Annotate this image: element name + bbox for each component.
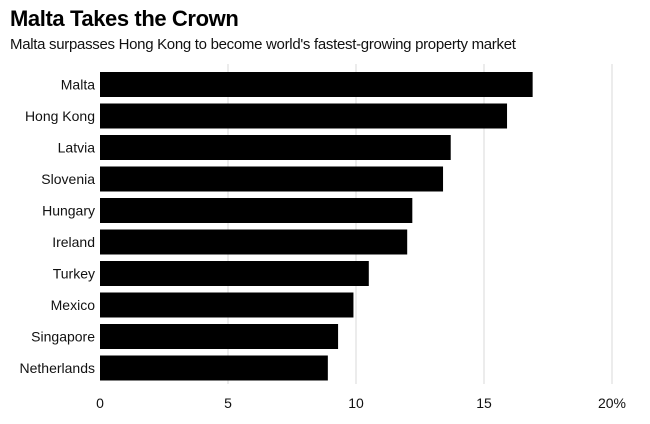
x-tick-label-3: 15 [476, 395, 492, 411]
bar-hong-kong [100, 103, 508, 129]
bar-malta [100, 72, 533, 97]
category-label-turkey: Turkey [53, 266, 95, 282]
bar-slovenia [100, 166, 444, 192]
bar-netherlands [100, 355, 328, 381]
category-label-mexico: Mexico [51, 297, 96, 313]
bar-mexico [100, 292, 354, 318]
chart-title: Malta Takes the Crown [10, 6, 239, 31]
category-label-slovenia: Slovenia [41, 171, 95, 187]
category-label-malta: Malta [61, 77, 95, 93]
x-axis-tick-labels: 0 5 10 15 20% [96, 395, 626, 411]
bars [100, 72, 533, 381]
bar-ireland [100, 229, 408, 255]
category-label-singapore: Singapore [31, 329, 95, 345]
x-tick-label-2: 10 [348, 395, 364, 411]
bar-latvia [100, 135, 451, 160]
category-label-ireland: Ireland [52, 234, 95, 250]
x-tick-label-1: 5 [224, 395, 232, 411]
bar-turkey [100, 261, 369, 286]
category-label-hong-kong: Hong Kong [25, 108, 95, 124]
bar-singapore [100, 324, 339, 349]
category-label-hungary: Hungary [42, 203, 95, 219]
category-labels: Malta Hong Kong Latvia Slovenia Hungary Irela… [20, 77, 96, 377]
chart-subtitle: Malta surpasses Hong Kong to become worl… [10, 36, 516, 53]
x-tick-label-4: 20% [598, 395, 626, 411]
category-label-netherlands: Netherlands [20, 360, 96, 376]
category-label-latvia: Latvia [58, 140, 96, 156]
x-tick-label-0: 0 [96, 395, 104, 411]
bar-hungary [100, 198, 413, 223]
